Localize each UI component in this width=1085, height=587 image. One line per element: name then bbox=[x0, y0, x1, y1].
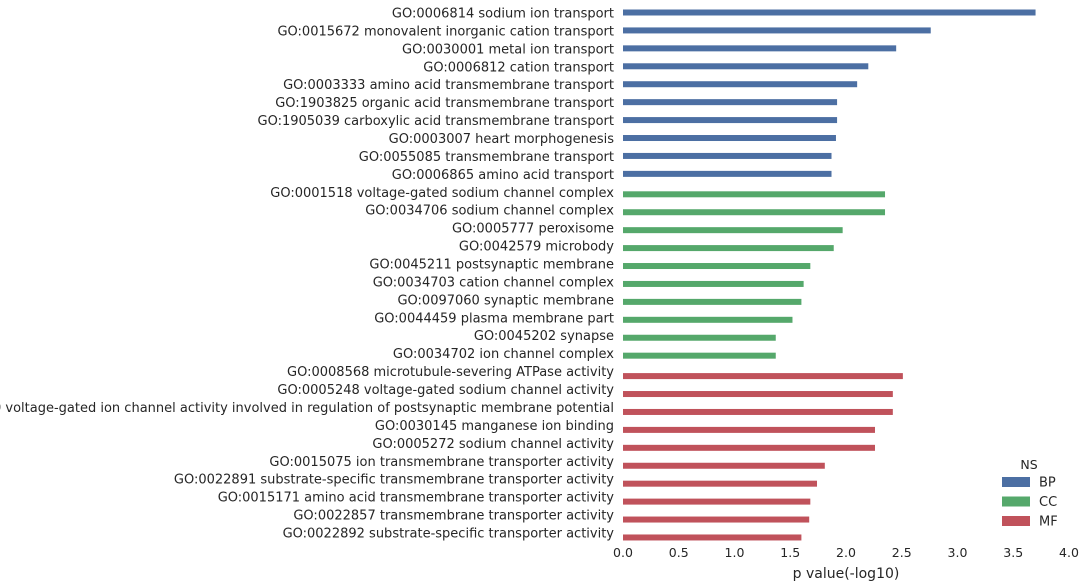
category-label: GO:0055085 transmembrane transport bbox=[359, 150, 614, 165]
bar bbox=[623, 117, 838, 124]
category-label: GO:0006812 cation transport bbox=[423, 60, 614, 75]
category-label: GO:0003333 amino acid transmembrane tran… bbox=[283, 78, 614, 93]
x-tick-label: 1.0 bbox=[725, 545, 745, 560]
x-tick-label: 3.0 bbox=[948, 545, 968, 560]
bar bbox=[623, 99, 838, 106]
category-label: GO:0022891 substrate-specific transmembr… bbox=[174, 473, 614, 488]
category-labels-group: GO:0006814 sodium ion transport GO:001567… bbox=[0, 7, 614, 542]
bar bbox=[623, 480, 818, 487]
bar bbox=[623, 9, 1036, 16]
bar bbox=[623, 227, 843, 234]
category-label: GO:1905039 carboxylic acid transmembrane… bbox=[258, 114, 615, 129]
bar bbox=[623, 245, 834, 252]
x-tick-label: 0.5 bbox=[669, 545, 689, 560]
category-label: GO:0034703 cation channel complex bbox=[373, 275, 615, 290]
bar bbox=[623, 444, 875, 451]
legend-label: MF bbox=[1039, 515, 1058, 530]
legend-swatch bbox=[1002, 516, 1030, 526]
category-label: GO:0030145 manganese ion binding bbox=[375, 419, 614, 434]
bar bbox=[623, 298, 802, 305]
legend-label: BP bbox=[1039, 476, 1056, 491]
category-label: GO:0005272 sodium channel activity bbox=[372, 437, 614, 452]
bar bbox=[623, 498, 811, 505]
legend-entries: BP CC MF bbox=[1002, 476, 1058, 530]
category-label: GO:0015672 monovalent inorganic cation t… bbox=[277, 24, 614, 39]
bar bbox=[623, 391, 893, 398]
bar bbox=[623, 426, 875, 433]
category-label: GO:0034706 sodium channel complex bbox=[365, 204, 614, 219]
bar bbox=[623, 45, 897, 52]
legend-title: NS bbox=[1020, 457, 1037, 472]
x-tick-label: 2.0 bbox=[836, 545, 856, 560]
category-label: GO:1905030 voltage-gated ion channel act… bbox=[0, 401, 614, 416]
bar bbox=[623, 462, 825, 469]
category-label: GO:0005248 voltage-gated sodium channel … bbox=[277, 383, 614, 398]
category-label: GO:0042579 microbody bbox=[459, 240, 614, 255]
category-label: GO:0001518 voltage-gated sodium channel … bbox=[270, 186, 614, 201]
category-label: GO:0006865 amino acid transport bbox=[392, 168, 614, 183]
category-label: GO:0030001 metal ion transport bbox=[402, 42, 614, 57]
x-tick-label: 0.0 bbox=[613, 545, 633, 560]
category-label: GO:0034702 ion channel complex bbox=[393, 347, 614, 362]
bar bbox=[623, 352, 776, 359]
category-label: GO:0008568 microtubule-severing ATPase a… bbox=[287, 365, 614, 380]
category-label: GO:0045211 postsynaptic membrane bbox=[369, 258, 614, 273]
bar bbox=[623, 408, 893, 415]
category-label: GO:0044459 plasma membrane part bbox=[374, 311, 614, 326]
category-label: GO:0005777 peroxisome bbox=[452, 222, 614, 237]
bar bbox=[623, 135, 836, 142]
bar bbox=[623, 81, 858, 88]
bar bbox=[623, 152, 832, 159]
category-label: GO:0022857 transmembrane transporter act… bbox=[293, 509, 614, 524]
bar bbox=[623, 170, 832, 177]
bar bbox=[623, 334, 776, 341]
category-label: GO:0006814 sodium ion transport bbox=[392, 7, 614, 22]
category-label: GO:1903825 organic acid transmembrane tr… bbox=[275, 96, 614, 111]
bar bbox=[623, 63, 869, 70]
bar bbox=[623, 209, 886, 216]
legend-label: CC bbox=[1039, 495, 1057, 510]
bar bbox=[623, 280, 804, 287]
category-label: GO:0015171 amino acid transmembrane tran… bbox=[218, 491, 615, 506]
x-axis-title: p value(-log10) bbox=[793, 566, 900, 582]
x-tick-label: 4.0 bbox=[1059, 545, 1079, 560]
category-label: GO:0015075 ion transmembrane transporter… bbox=[269, 455, 614, 470]
legend-swatch bbox=[1002, 477, 1030, 487]
x-tick-label: 1.5 bbox=[780, 545, 800, 560]
bar bbox=[623, 534, 802, 541]
bar bbox=[623, 316, 793, 323]
legend: NS BP CC MF bbox=[1002, 457, 1058, 530]
bar bbox=[623, 516, 810, 523]
bar bbox=[623, 263, 811, 270]
bar bbox=[623, 191, 886, 198]
category-label: GO:0022892 substrate-specific transporte… bbox=[283, 526, 615, 541]
category-label: GO:0045202 synapse bbox=[474, 329, 614, 344]
bar bbox=[623, 27, 931, 34]
category-label: GO:0003007 heart morphogenesis bbox=[389, 132, 615, 147]
x-tick-label: 2.5 bbox=[892, 545, 912, 560]
category-label: GO:0097060 synaptic membrane bbox=[397, 293, 614, 308]
legend-swatch bbox=[1002, 496, 1030, 507]
bar bbox=[623, 373, 903, 380]
bars-group bbox=[623, 9, 1036, 541]
x-tick-labels-group: 0.0 0.5 1.0 1.5 2.0 2.5 3.0 3.5 4.0 bbox=[613, 545, 1079, 560]
x-tick-label: 3.5 bbox=[1003, 545, 1023, 560]
